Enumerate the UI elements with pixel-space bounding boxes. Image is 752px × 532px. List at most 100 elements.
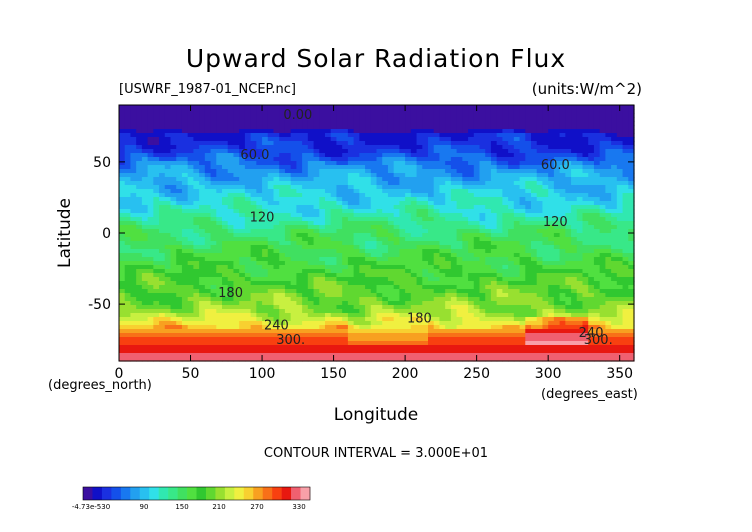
field-cell bbox=[485, 113, 492, 118]
field-cell bbox=[342, 173, 349, 178]
field-cell bbox=[490, 117, 498, 122]
field-cell bbox=[525, 313, 532, 318]
field-cell bbox=[279, 301, 286, 306]
field-cell bbox=[199, 305, 206, 310]
field-cell bbox=[588, 257, 595, 262]
field-cell bbox=[387, 153, 395, 158]
field-cell bbox=[239, 257, 246, 262]
field-cell bbox=[548, 133, 555, 138]
field-cell bbox=[233, 289, 240, 294]
field-cell bbox=[599, 133, 606, 138]
field-cell bbox=[181, 185, 189, 190]
field-cell bbox=[479, 281, 486, 286]
field-cell bbox=[456, 141, 463, 146]
field-cell bbox=[376, 229, 383, 234]
field-cell bbox=[176, 277, 183, 282]
field-cell bbox=[605, 137, 612, 142]
field-cell bbox=[502, 149, 509, 154]
field-cell bbox=[445, 321, 452, 326]
field-cell bbox=[284, 233, 292, 238]
field-cell bbox=[267, 165, 275, 170]
field-cell bbox=[136, 157, 143, 162]
field-cell bbox=[571, 241, 578, 246]
field-cell bbox=[593, 129, 601, 134]
field-cell bbox=[468, 205, 475, 210]
field-cell bbox=[399, 165, 406, 170]
field-cell bbox=[284, 277, 292, 282]
field-cell bbox=[370, 173, 378, 178]
field-cell bbox=[508, 117, 515, 122]
field-cell bbox=[473, 309, 481, 314]
field-cell bbox=[164, 221, 172, 226]
field-cell bbox=[193, 209, 200, 214]
field-cell bbox=[605, 253, 612, 258]
field-cell bbox=[565, 165, 572, 170]
field-cell bbox=[296, 185, 303, 190]
field-cell bbox=[599, 297, 606, 302]
field-cell bbox=[159, 289, 166, 294]
field-cell bbox=[199, 237, 206, 242]
field-cell bbox=[170, 317, 177, 322]
field-cell bbox=[319, 189, 326, 194]
field-cell bbox=[124, 241, 132, 246]
field-cell bbox=[296, 109, 303, 114]
field-cell bbox=[342, 249, 349, 254]
field-cell bbox=[124, 157, 132, 162]
field-cell bbox=[170, 105, 177, 110]
field-cell bbox=[353, 305, 360, 310]
field-cell bbox=[210, 141, 217, 146]
field-cell bbox=[490, 289, 498, 294]
field-cell bbox=[262, 177, 269, 182]
field-cell bbox=[124, 153, 132, 158]
field-cell bbox=[159, 205, 166, 210]
field-cell bbox=[428, 149, 435, 154]
field-cell bbox=[376, 253, 383, 258]
field-cell bbox=[181, 309, 189, 314]
field-cell bbox=[445, 225, 452, 230]
field-cell bbox=[284, 225, 292, 230]
field-cell bbox=[307, 221, 315, 226]
field-cell bbox=[542, 301, 549, 306]
field-cell bbox=[370, 249, 378, 254]
field-cell bbox=[256, 125, 263, 130]
field-cell bbox=[187, 253, 194, 258]
field-cell bbox=[147, 269, 154, 274]
field-cell bbox=[227, 289, 235, 294]
field-cell bbox=[216, 133, 223, 138]
field-cell bbox=[473, 201, 481, 206]
field-cell bbox=[536, 317, 544, 322]
field-cell bbox=[456, 133, 463, 138]
field-cell bbox=[542, 125, 549, 130]
field-cell bbox=[273, 277, 280, 282]
field-cell bbox=[296, 141, 303, 146]
field-cell bbox=[153, 305, 160, 310]
field-cell bbox=[485, 261, 492, 266]
field-cell bbox=[319, 201, 326, 206]
field-cell bbox=[296, 129, 303, 134]
field-cell bbox=[227, 245, 235, 250]
field-cell bbox=[485, 309, 492, 314]
field-cell bbox=[325, 197, 332, 202]
field-cell bbox=[382, 141, 389, 146]
field-cell bbox=[439, 317, 446, 322]
field-cell bbox=[473, 297, 481, 302]
field-cell bbox=[136, 165, 143, 170]
field-cell bbox=[593, 249, 601, 254]
field-cell bbox=[571, 209, 578, 214]
field-cell bbox=[382, 177, 389, 182]
field-cell bbox=[342, 309, 349, 314]
field-cell bbox=[273, 285, 280, 290]
field-cell bbox=[353, 109, 360, 114]
field-cell bbox=[531, 245, 538, 250]
field-cell bbox=[622, 241, 629, 246]
field-cell bbox=[330, 129, 338, 134]
field-cell bbox=[582, 125, 589, 130]
field-cell bbox=[284, 173, 292, 178]
field-cell bbox=[187, 149, 194, 154]
field-cell bbox=[342, 113, 349, 118]
field-cell bbox=[336, 193, 343, 198]
field-cell bbox=[622, 165, 629, 170]
field-cell bbox=[199, 269, 206, 274]
field-cell bbox=[531, 141, 538, 146]
field-cell bbox=[336, 261, 343, 266]
